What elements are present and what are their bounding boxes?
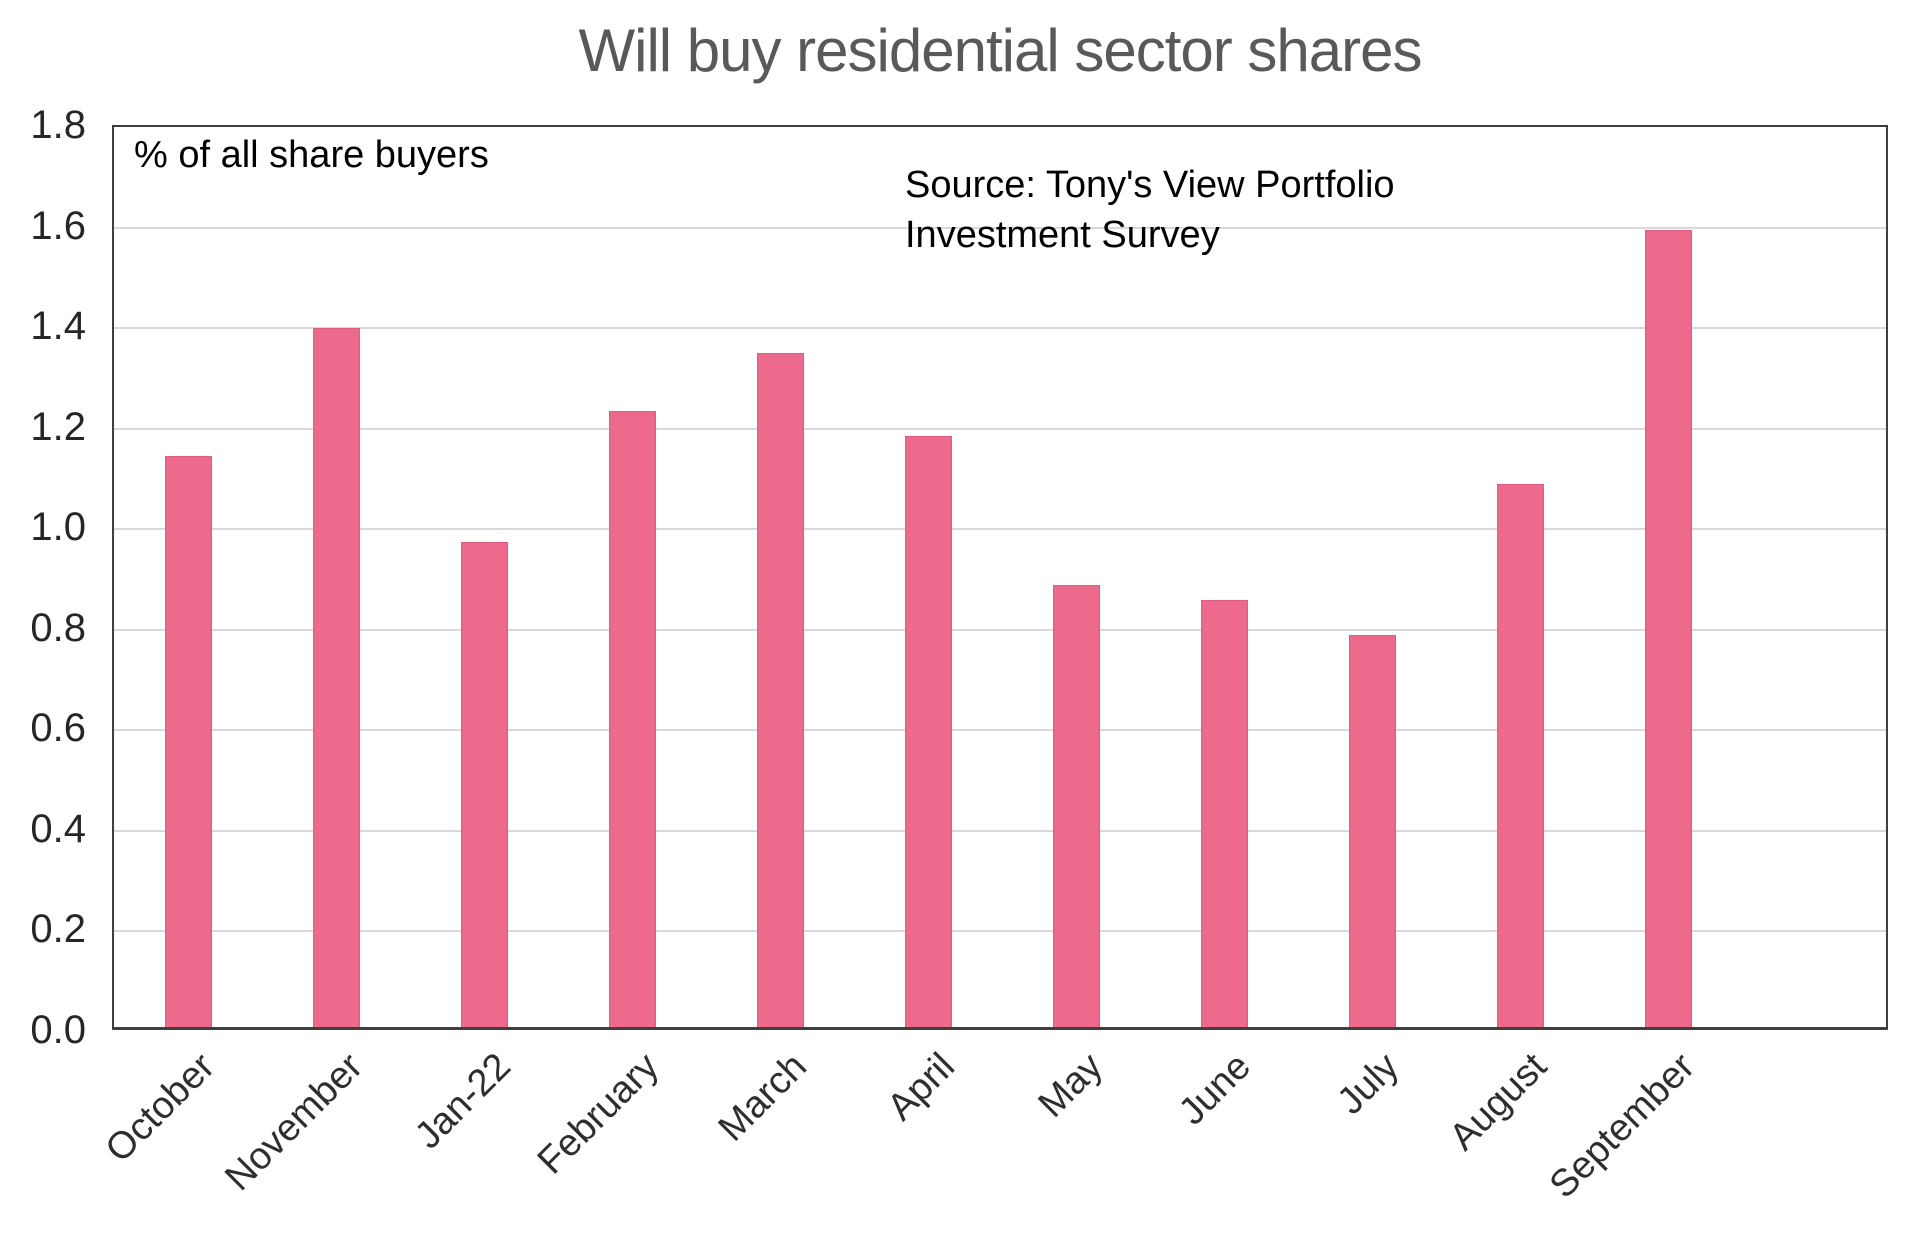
source-note-line2: Investment Survey (905, 214, 1220, 256)
source-note-line1: Source: Tony's View Portfolio (905, 164, 1395, 206)
bar-august (1496, 484, 1544, 1027)
y-tick-label-0.4: 0.4 (30, 806, 86, 851)
bar-july (1348, 634, 1396, 1027)
y-tick-label-0.2: 0.2 (30, 907, 86, 952)
gridline-y-0.2 (114, 930, 1886, 933)
bar-april (904, 436, 952, 1027)
bar-october (164, 456, 212, 1027)
y-tick-label-1.6: 1.6 (30, 203, 86, 248)
y-tick-label-1.0: 1.0 (30, 505, 86, 550)
bar-september (1644, 230, 1692, 1027)
gridline-y-0.8 (114, 628, 1886, 631)
bar-november (312, 328, 360, 1027)
bar-may (1052, 584, 1100, 1027)
plot-area (112, 125, 1888, 1030)
y-tick-label-0.6: 0.6 (30, 706, 86, 751)
source-note: Source: Tony's View Portfolio Investment… (905, 160, 1395, 260)
y-units-annotation: % of all share buyers (134, 134, 489, 176)
y-tick-label-1.2: 1.2 (30, 404, 86, 449)
gridline-y-1.0 (114, 528, 1886, 531)
gridline-y-0.6 (114, 729, 1886, 732)
bar-jan-22 (460, 541, 508, 1027)
bar-june (1200, 599, 1248, 1027)
y-tick-label-1.8: 1.8 (30, 103, 86, 147)
bar-february (608, 411, 656, 1027)
y-tick-label-0.0: 0.0 (30, 1008, 86, 1052)
y-tick-label-1.4: 1.4 (30, 304, 86, 349)
bar-march (756, 353, 804, 1027)
gridline-y-0.4 (114, 829, 1886, 832)
y-tick-label-0.8: 0.8 (30, 605, 86, 650)
chart-title: Will buy residential sector shares (578, 17, 1422, 84)
gridline-y-1.4 (114, 327, 1886, 330)
gridline-y-1.6 (114, 226, 1886, 229)
gridline-y-1.2 (114, 427, 1886, 430)
